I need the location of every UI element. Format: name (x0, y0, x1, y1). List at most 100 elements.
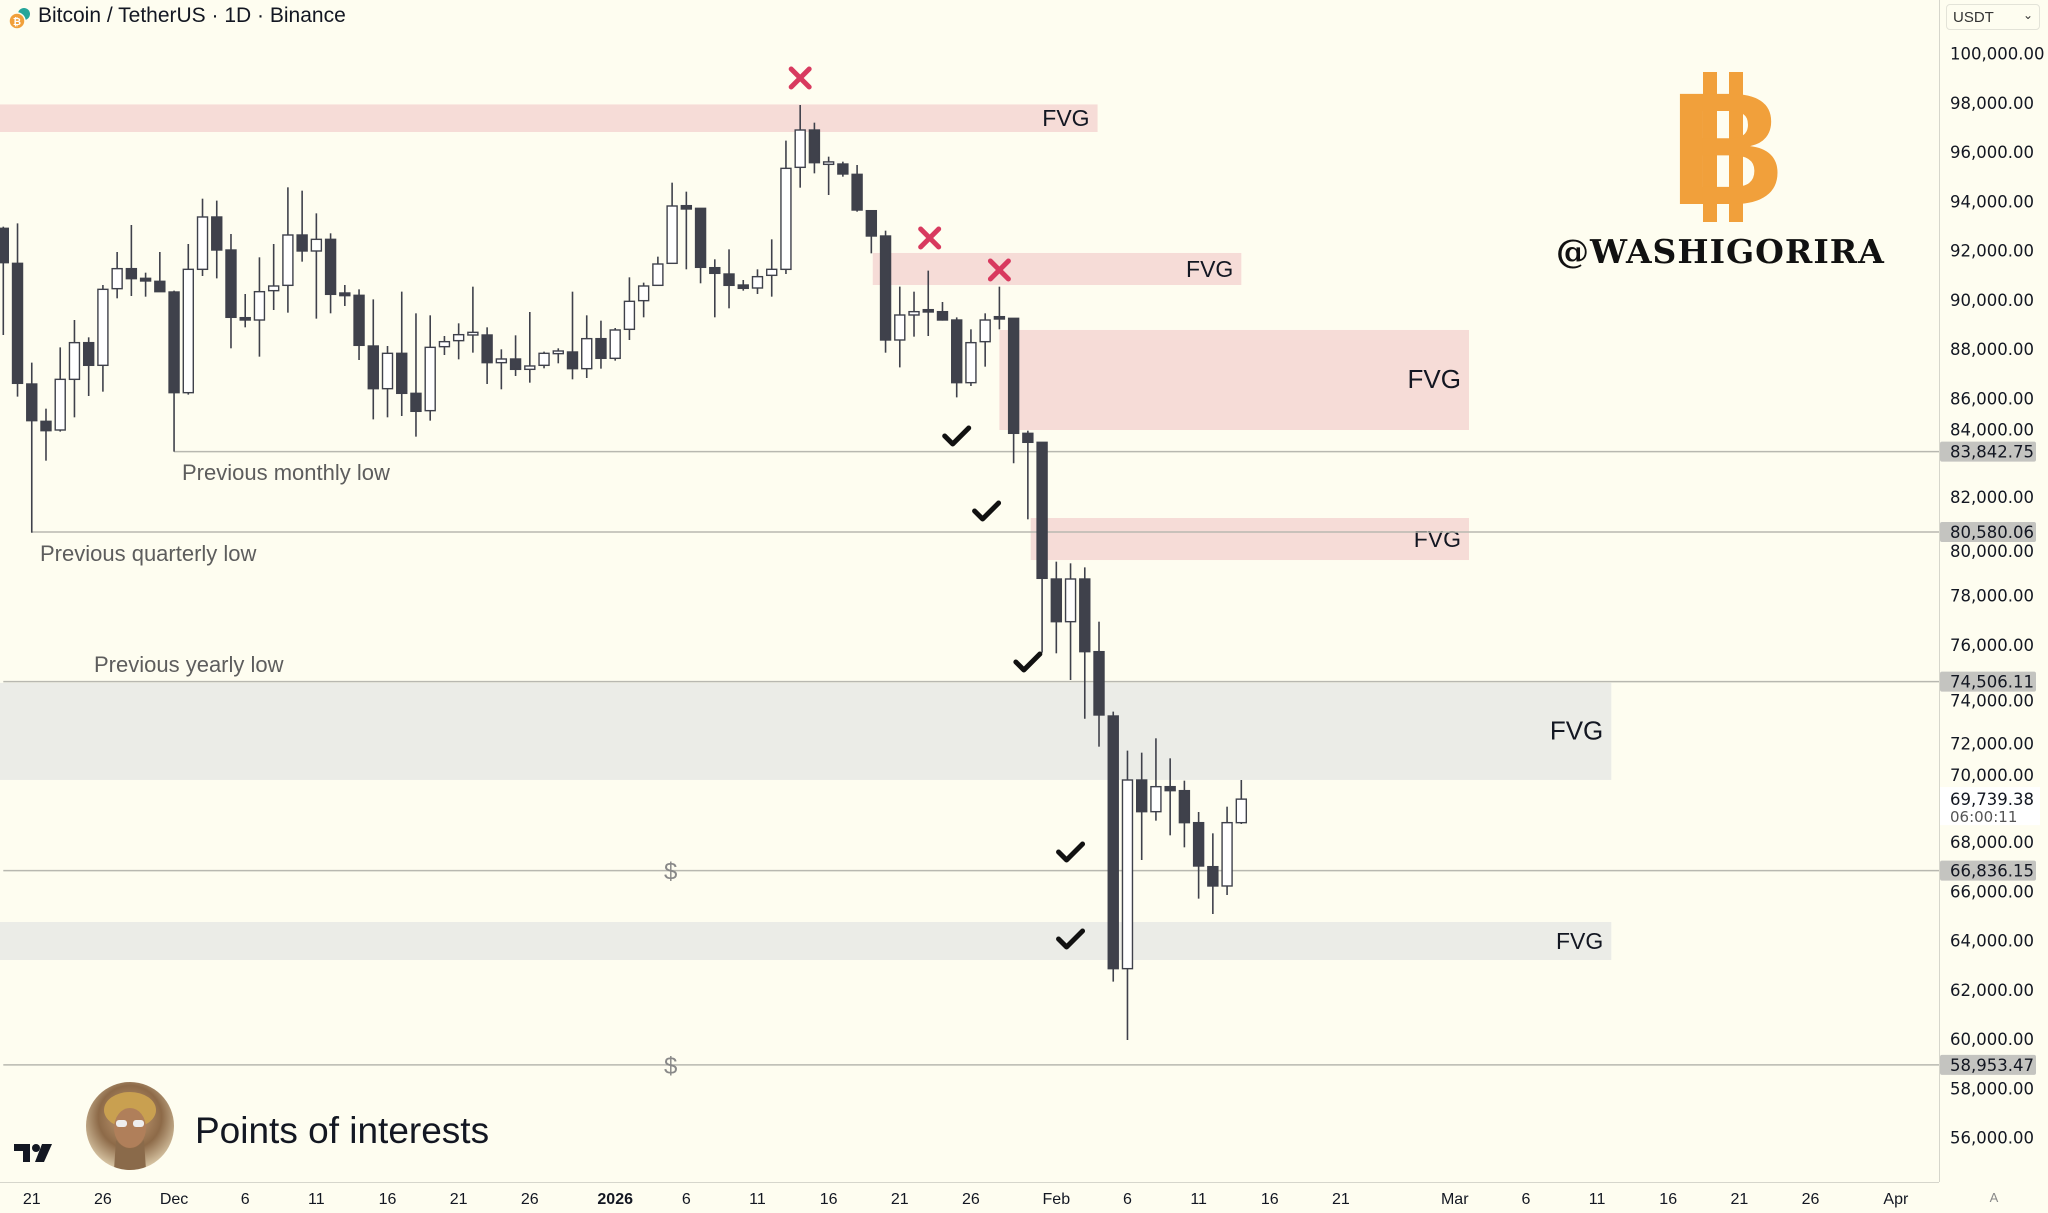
candle[interactable] (566, 291, 579, 380)
candle[interactable] (552, 348, 564, 364)
candle[interactable] (467, 286, 479, 353)
candle[interactable] (680, 191, 693, 270)
candle[interactable] (1036, 441, 1048, 653)
candle[interactable] (296, 190, 308, 262)
candle[interactable] (922, 270, 934, 336)
candle[interactable] (538, 351, 550, 369)
candle[interactable] (111, 251, 123, 299)
candle[interactable] (951, 317, 963, 398)
candle[interactable] (54, 347, 66, 432)
fvg-zone[interactable] (0, 921, 1612, 961)
candle[interactable] (837, 161, 849, 177)
time-axis[interactable] (0, 1182, 1939, 1213)
fvg-zone[interactable] (1030, 518, 1469, 561)
candle[interactable] (694, 207, 707, 284)
candle[interactable] (509, 335, 522, 376)
candle[interactable] (737, 279, 749, 291)
candle[interactable] (11, 223, 24, 397)
candle[interactable] (794, 104, 806, 188)
candle[interactable] (154, 251, 166, 293)
candle[interactable] (168, 290, 180, 452)
candle[interactable] (637, 282, 650, 318)
candle[interactable] (353, 289, 365, 360)
candle[interactable] (1064, 563, 1077, 680)
candle[interactable] (524, 311, 536, 383)
fvg-zone[interactable] (872, 252, 1242, 285)
candle[interactable] (1135, 752, 1148, 860)
candle[interactable] (780, 140, 792, 275)
candle[interactable] (1207, 833, 1219, 915)
candle[interactable] (452, 323, 465, 360)
candle[interactable] (225, 233, 237, 349)
candle[interactable] (267, 243, 280, 311)
candle[interactable] (751, 269, 764, 294)
candle[interactable] (851, 164, 863, 212)
candle[interactable] (1050, 561, 1063, 654)
candle[interactable] (1093, 621, 1105, 747)
fvg-zone[interactable] (0, 682, 1612, 780)
candle[interactable] (1121, 750, 1134, 1040)
candle[interactable] (68, 320, 81, 418)
candle[interactable] (979, 313, 991, 367)
candle[interactable] (82, 337, 95, 396)
candle[interactable] (1007, 317, 1020, 464)
candle[interactable] (97, 284, 109, 392)
fvg-zone[interactable] (999, 329, 1469, 430)
candle[interactable] (652, 256, 664, 287)
candle[interactable] (1107, 711, 1119, 982)
candle[interactable] (1079, 567, 1091, 719)
candle[interactable] (282, 187, 294, 313)
candle[interactable] (40, 408, 52, 461)
candle[interactable] (808, 122, 821, 174)
candle[interactable] (424, 315, 436, 421)
candle[interactable] (381, 346, 394, 418)
candle[interactable] (908, 291, 920, 337)
candle[interactable] (581, 315, 593, 379)
candle[interactable] (196, 198, 209, 276)
candle[interactable] (1221, 806, 1233, 896)
candle[interactable] (367, 299, 379, 420)
candle[interactable] (339, 284, 351, 306)
candle[interactable] (822, 156, 835, 196)
candle[interactable] (595, 320, 607, 369)
fvg-zone[interactable] (0, 104, 1098, 133)
candle[interactable] (609, 327, 621, 361)
candle[interactable] (396, 291, 408, 417)
currency-dropdown[interactable]: USDT ⌄ (1946, 4, 2040, 30)
candle[interactable] (965, 329, 977, 386)
candle[interactable] (894, 286, 906, 368)
candle[interactable] (1178, 780, 1191, 848)
candle[interactable] (1022, 430, 1034, 520)
candle[interactable] (723, 249, 735, 309)
candle[interactable] (993, 286, 1006, 330)
auto-scale-button[interactable]: A (1989, 1190, 1999, 1205)
candle[interactable] (766, 239, 778, 297)
candle[interactable] (1164, 758, 1176, 836)
candle[interactable] (310, 213, 323, 319)
chart-title[interactable]: Bitcoin / TetherUS · 1D · Binance (38, 4, 346, 27)
candle[interactable] (623, 277, 636, 340)
tradingview-logo[interactable] (14, 1142, 54, 1164)
candle[interactable] (709, 259, 721, 318)
candle[interactable] (211, 200, 223, 279)
candle[interactable] (1235, 779, 1248, 824)
candle[interactable] (1150, 738, 1162, 821)
candle[interactable] (0, 226, 9, 335)
candle[interactable] (139, 272, 152, 297)
candle[interactable] (879, 230, 892, 353)
candle[interactable] (1192, 811, 1205, 899)
candle[interactable] (495, 349, 508, 390)
candle[interactable] (936, 301, 949, 321)
candle[interactable] (182, 243, 194, 395)
candle[interactable] (438, 335, 451, 355)
candle[interactable] (125, 224, 138, 297)
candle[interactable] (253, 257, 266, 357)
candle[interactable] (481, 327, 493, 384)
candle[interactable] (865, 209, 878, 254)
candle[interactable] (324, 233, 337, 314)
candle[interactable] (239, 293, 251, 328)
candle[interactable] (26, 362, 38, 533)
price-axis[interactable] (1939, 0, 2048, 1182)
candle[interactable] (410, 313, 422, 437)
